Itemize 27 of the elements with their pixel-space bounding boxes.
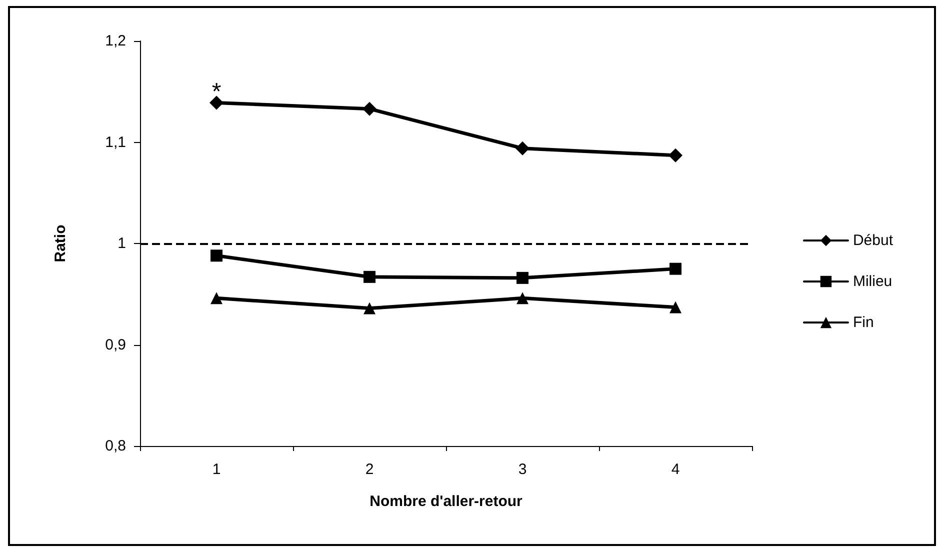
point xyxy=(516,292,528,304)
point xyxy=(362,102,376,116)
point xyxy=(364,302,376,314)
point xyxy=(210,96,224,110)
legend-label: Milieu xyxy=(852,273,892,290)
point xyxy=(670,262,682,275)
y-tick-label: 1 xyxy=(118,235,126,252)
y-tick-label: 1,1 xyxy=(105,134,126,151)
x-tick-label: 1 xyxy=(212,461,221,478)
point xyxy=(210,250,222,262)
point xyxy=(516,272,528,284)
point xyxy=(670,301,682,314)
legend-label: Début xyxy=(852,232,894,249)
annotation: * xyxy=(212,78,222,106)
point xyxy=(668,148,682,162)
legend-label: Fin xyxy=(852,314,874,331)
x-tick-label: 3 xyxy=(518,461,527,478)
y-tick-label: 1,2 xyxy=(105,32,126,50)
x-tick-label: 4 xyxy=(671,461,680,478)
x-axis-title: Nombre d'aller-retour xyxy=(370,493,523,510)
y-tick-label: 0,9 xyxy=(105,336,126,354)
y-axis-title: Ratio xyxy=(52,224,69,262)
point xyxy=(364,270,376,283)
point xyxy=(210,292,222,304)
y-tick-label: 0,8 xyxy=(105,438,126,454)
x-tick-label: 2 xyxy=(365,461,374,478)
point xyxy=(516,141,530,156)
